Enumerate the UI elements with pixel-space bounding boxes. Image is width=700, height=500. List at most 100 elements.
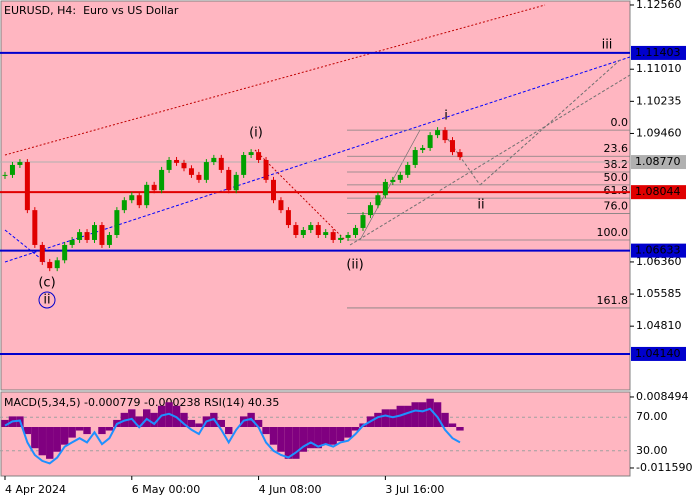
- candle: [106, 234, 112, 245]
- price-level-label: 1.06633: [635, 244, 681, 257]
- candle: [39, 244, 45, 262]
- y-tick-label: 1.11010: [636, 62, 682, 75]
- macd-bar: [60, 427, 69, 445]
- candle: [99, 225, 105, 245]
- candle: [308, 225, 314, 231]
- candle: [397, 174, 403, 180]
- macd-bar: [68, 427, 76, 438]
- channel-line: [349, 74, 631, 246]
- candle: [315, 225, 321, 235]
- price-level-label: 1.11403: [635, 46, 681, 59]
- macd-bar: [299, 427, 308, 452]
- chart-title: EURUSD, H4: Euro vs US Dollar: [4, 4, 179, 17]
- candle: [136, 195, 142, 206]
- candle: [263, 159, 269, 180]
- price-level-label: 1.04140: [635, 347, 681, 360]
- candle: [256, 152, 262, 160]
- candle: [330, 232, 336, 240]
- y-tick-label: 1.12560: [636, 0, 682, 11]
- channel-line: [4, 229, 46, 263]
- macd-bar: [180, 412, 188, 427]
- price-level-box: [631, 243, 686, 258]
- fib-label: 50.0: [604, 171, 629, 184]
- y-tick-label: 1.10235: [636, 94, 682, 107]
- indicator-label: MACD(5,34,5) -0.000779 -0.000238 RSI(14)…: [4, 396, 279, 409]
- macd-bar: [344, 427, 352, 438]
- y-tick-label: 1.06360: [636, 255, 682, 268]
- wave-label: (ii): [346, 258, 363, 273]
- macd-bar: [98, 427, 106, 435]
- price-level-box: [631, 346, 686, 361]
- candle: [285, 210, 291, 226]
- candle: [114, 210, 120, 235]
- macd-bar: [336, 427, 345, 442]
- price-level-box: [631, 185, 686, 200]
- candle: [159, 169, 165, 191]
- candle: [144, 184, 150, 206]
- macd-bar: [314, 427, 322, 449]
- y-tick-label: 1.05585: [636, 287, 682, 300]
- candle: [412, 150, 418, 165]
- macd-bar: [46, 427, 54, 459]
- macd-bar: [426, 398, 434, 427]
- candle: [84, 232, 90, 240]
- candle: [278, 200, 284, 211]
- wave-label: i: [444, 109, 448, 124]
- x-tick-label: 4 Apr 2024: [5, 483, 66, 496]
- candle: [241, 155, 247, 175]
- candle: [405, 164, 411, 175]
- candle: [382, 181, 388, 196]
- wave-label: iii: [602, 38, 613, 53]
- candle: [435, 130, 441, 136]
- candle: [427, 135, 433, 148]
- candle: [166, 159, 172, 170]
- macd-bar: [254, 419, 263, 427]
- macd-bar: [448, 423, 457, 427]
- price-level-label: 1.08770: [635, 155, 681, 168]
- fib-label: 161.8: [597, 294, 629, 307]
- candle: [181, 162, 187, 169]
- candle: [353, 227, 359, 235]
- macd-bar: [351, 427, 360, 431]
- macd-bar: [456, 427, 464, 431]
- macd-bar: [411, 402, 419, 427]
- macd-bar: [38, 427, 46, 456]
- candle: [442, 130, 448, 141]
- candle: [17, 162, 23, 165]
- macd-bar: [53, 427, 61, 452]
- candle: [129, 195, 135, 201]
- macd-bar: [307, 427, 315, 449]
- macd-bar: [217, 419, 225, 427]
- macd-bar: [292, 427, 300, 459]
- x-tick-label: 3 Jul 16:00: [385, 483, 444, 496]
- candle: [420, 147, 426, 151]
- macd-bar: [83, 427, 91, 435]
- candle: [233, 174, 239, 191]
- candle: [121, 200, 127, 211]
- wave-label: (c): [38, 276, 55, 291]
- y-tick-label: 1.04810: [636, 319, 682, 332]
- macd-bar: [277, 427, 285, 452]
- price-level-box: [631, 45, 686, 60]
- candle: [9, 164, 15, 175]
- candle: [211, 157, 217, 163]
- candle: [188, 168, 194, 175]
- candle: [449, 140, 455, 153]
- macd-bar: [441, 412, 449, 427]
- wave-circle: [38, 291, 56, 309]
- candle: [338, 237, 344, 240]
- macd-bar: [269, 427, 278, 445]
- candle: [77, 232, 83, 240]
- x-tick-label: 6 May 00:00: [132, 483, 200, 496]
- candle: [457, 152, 463, 158]
- price-level-box: [631, 155, 686, 170]
- macd-bar: [418, 402, 427, 427]
- candle: [62, 244, 68, 261]
- projection-line: [254, 149, 346, 241]
- candle: [360, 215, 366, 228]
- macd-bar: [1, 419, 9, 427]
- price-level-label: 1.08044: [635, 185, 681, 198]
- macd-bar: [135, 416, 143, 427]
- macd-bar: [75, 427, 84, 431]
- macd-bar: [329, 427, 337, 445]
